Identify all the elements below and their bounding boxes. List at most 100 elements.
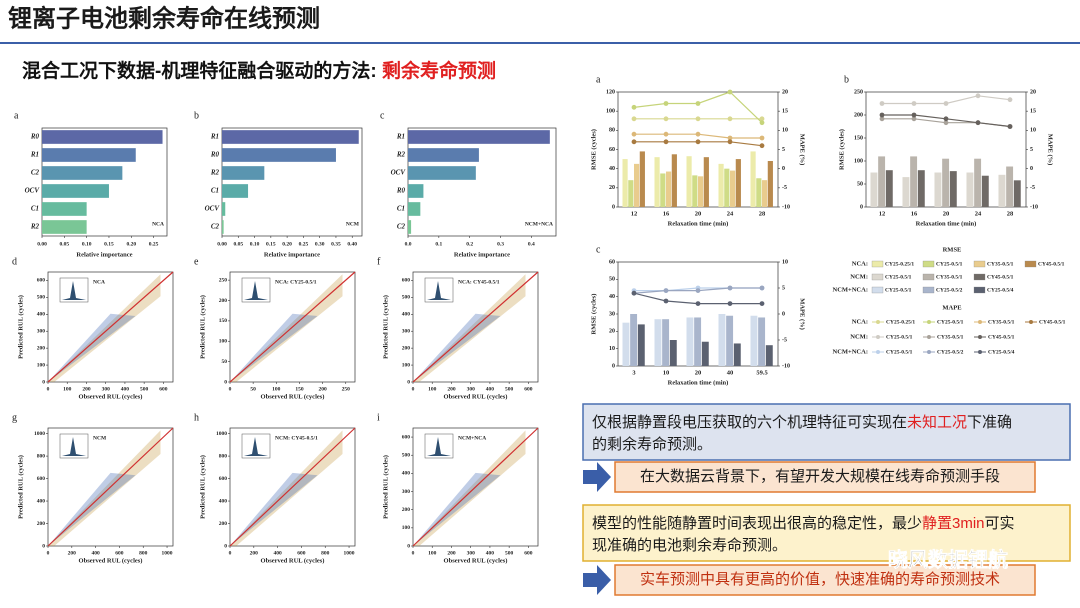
y-axis-label: RMSE (cycles) (590, 294, 597, 335)
y2-tick-label: 5 (782, 147, 785, 153)
note-segment: 在大数据云背景下，有望开发大规模在线寿命预测手段 (640, 467, 1000, 485)
legend-marker (876, 320, 880, 324)
legend-label: CY25-0.5/4 (987, 287, 1014, 293)
legend-label: CY25-0.5/1 (936, 261, 963, 267)
inset-histogram (427, 281, 451, 300)
bar (408, 220, 412, 234)
plot-frame (41, 127, 168, 237)
bar (1013, 180, 1021, 207)
bar (981, 175, 989, 207)
feature-label: R2 (30, 223, 40, 231)
note-segment: 的剩余寿命预测。 (592, 435, 712, 453)
y2-tick-label: 20 (1030, 89, 1036, 95)
y-tick-label: 250 (854, 89, 863, 95)
panel-letter: d (12, 256, 17, 267)
feature-label: R0 (210, 151, 220, 159)
x-tick-label: 500 (140, 386, 149, 392)
feature-label: OCV (391, 169, 407, 177)
reference-line (229, 271, 356, 383)
marker (759, 135, 765, 141)
bar (910, 156, 918, 207)
note-segment: 下准确 (967, 414, 1012, 431)
bar (724, 168, 730, 207)
x-axis-label: Relaxation time (min) (668, 379, 729, 386)
feature-label: R0 (396, 187, 406, 195)
note-segment: 可实 (985, 515, 1015, 532)
x-tick-label: 0.05 (233, 241, 243, 247)
x-tick-label: 0 (412, 550, 415, 556)
bar (730, 170, 736, 207)
bar (42, 130, 163, 144)
y-tick-label: 600 (402, 278, 411, 284)
inset-histogram (62, 281, 86, 300)
y2-tick-label: 15 (782, 109, 788, 115)
marker (1007, 124, 1013, 129)
legend-label: CY25-0.5/1 (885, 287, 912, 293)
y-tick-label: 150 (854, 135, 863, 141)
feature-label: C2 (31, 169, 40, 177)
y-tick-label: 400 (37, 498, 46, 504)
y-tick-label: 0 (224, 543, 227, 549)
legend-title: RMSE (943, 246, 962, 253)
bar (698, 176, 704, 207)
bar (692, 175, 698, 207)
y-tick-label: 300 (402, 328, 411, 334)
bar (998, 174, 1006, 207)
x-tick-label: 0 (229, 550, 232, 556)
marker (943, 101, 949, 106)
y2-tick-label: 0 (782, 311, 785, 317)
bar (634, 163, 640, 207)
x-tick-label: 0.1 (435, 241, 442, 247)
x-tick-label: 600 (524, 550, 533, 556)
y-tick-label: 100 (854, 158, 863, 164)
bar (628, 180, 634, 207)
y-tick-label: 1000 (34, 431, 45, 437)
bar (408, 130, 550, 144)
marker (879, 101, 885, 106)
legend-label: CY35-0.5/1 (936, 274, 963, 280)
feature-label: R2 (396, 151, 406, 159)
y-axis-label: RMSE (cycles) (838, 129, 845, 170)
x-tick-label: 0.15 (266, 241, 276, 247)
bar (686, 317, 694, 366)
note-text: 模型的性能随静置时间表现出很高的稳定性，最少静置3min可实 (592, 515, 1015, 532)
arrow-icon (583, 565, 611, 595)
bar (42, 184, 109, 198)
y-tick-label: 0 (42, 379, 45, 385)
marker (695, 116, 701, 122)
x-tick-label: 300 (467, 386, 476, 392)
x-tick-label: 10 (663, 369, 670, 376)
panel-tag: NCM+NCA (525, 221, 553, 227)
legend-marker (927, 335, 931, 339)
note-segment: 仅根据静置段电压获取的六个机理特征可实现在 (592, 414, 907, 431)
feature-label: R1 (30, 151, 39, 159)
panel-tag: NCA: CY25-0.5/1 (275, 279, 317, 285)
marker (975, 120, 981, 126)
marker (695, 139, 701, 145)
y-tick-label: 20 (609, 185, 615, 191)
y-tick-label: 0 (860, 204, 863, 210)
note-box (582, 403, 1071, 461)
feature-label: C2 (397, 223, 406, 231)
bar (222, 130, 359, 144)
inset-histogram (244, 437, 268, 456)
marker (663, 116, 669, 122)
reference-line (412, 427, 539, 547)
y-tick-label: 0 (224, 379, 227, 385)
plot-frame (407, 127, 557, 237)
bar (735, 159, 741, 207)
y2-tick-label: 10 (782, 128, 788, 134)
marker (727, 139, 733, 145)
legend-group: NCM: (850, 333, 868, 340)
x-tick-label: 0.2 (466, 241, 473, 247)
y2-tick-label: -5 (1030, 185, 1035, 191)
marker (975, 93, 981, 99)
x-tick-label: 0.25 (299, 241, 309, 247)
watermark: 晓风数据锂航 (888, 547, 1008, 571)
y-axis-label: Predicted RUL (cycles) (199, 455, 206, 519)
bar (758, 317, 766, 366)
note-box (614, 461, 1036, 493)
panel-letter: a (14, 110, 19, 121)
bar (654, 319, 662, 366)
x-tick-label: 300 (102, 386, 111, 392)
